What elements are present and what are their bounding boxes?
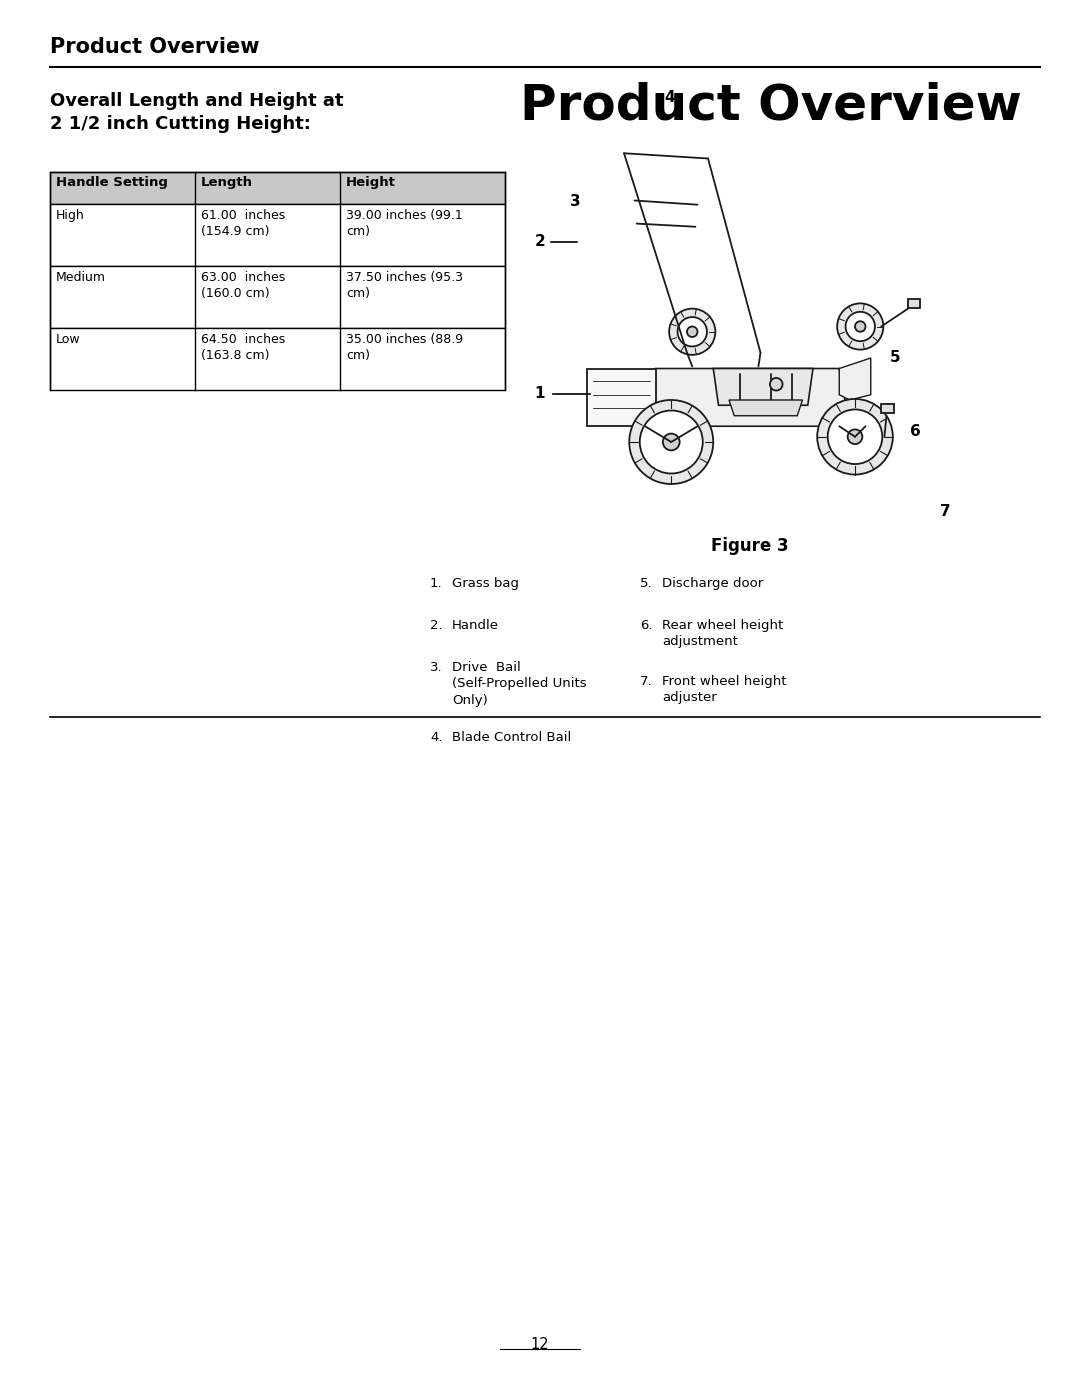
Text: Length: Length — [201, 176, 253, 189]
Circle shape — [639, 411, 703, 474]
Text: Drive  Bail
(Self-Propelled Units
Only): Drive Bail (Self-Propelled Units Only) — [453, 661, 586, 707]
Circle shape — [663, 433, 679, 450]
Text: 1.: 1. — [430, 577, 443, 590]
Bar — [50, 204, 505, 265]
Circle shape — [687, 327, 698, 337]
Text: Product Overview: Product Overview — [519, 82, 1022, 130]
Bar — [50, 328, 505, 390]
Polygon shape — [645, 369, 850, 426]
Text: 3.: 3. — [430, 661, 443, 673]
Text: Low: Low — [56, 332, 81, 346]
Circle shape — [846, 312, 875, 341]
Bar — [50, 172, 505, 204]
Polygon shape — [588, 369, 656, 426]
Text: 4.: 4. — [430, 731, 443, 745]
Text: 39.00 inches (99.1
cm): 39.00 inches (99.1 cm) — [346, 210, 462, 239]
Circle shape — [855, 321, 865, 331]
Text: 6.: 6. — [640, 619, 652, 631]
Text: Product Overview: Product Overview — [50, 36, 259, 57]
Polygon shape — [729, 400, 802, 416]
Circle shape — [630, 400, 713, 483]
Bar — [50, 265, 505, 328]
Text: 5: 5 — [890, 349, 901, 365]
Polygon shape — [713, 369, 813, 405]
Circle shape — [770, 379, 783, 391]
Text: Medium: Medium — [56, 271, 106, 284]
Circle shape — [670, 309, 715, 355]
Circle shape — [848, 429, 862, 444]
Text: 2.: 2. — [430, 619, 443, 631]
Text: 64.50  inches
(163.8 cm): 64.50 inches (163.8 cm) — [201, 332, 285, 362]
Circle shape — [818, 400, 893, 475]
Text: 6: 6 — [909, 425, 920, 440]
Text: 4: 4 — [664, 89, 675, 105]
Text: Grass bag: Grass bag — [453, 577, 519, 590]
Text: 1: 1 — [535, 387, 545, 401]
Circle shape — [677, 317, 707, 346]
Text: High: High — [56, 210, 84, 222]
Text: 5.: 5. — [640, 577, 652, 590]
Text: 2: 2 — [535, 235, 545, 250]
Circle shape — [837, 303, 883, 349]
Text: Discharge door: Discharge door — [662, 577, 764, 590]
Text: Front wheel height
adjuster: Front wheel height adjuster — [662, 675, 786, 704]
Text: Rear wheel height
adjustment: Rear wheel height adjustment — [662, 619, 783, 648]
Bar — [881, 404, 894, 412]
Polygon shape — [839, 358, 870, 400]
Bar — [907, 299, 920, 307]
Text: Figure 3: Figure 3 — [712, 536, 788, 555]
Text: 3: 3 — [569, 194, 580, 208]
Text: 35.00 inches (88.9
cm): 35.00 inches (88.9 cm) — [346, 332, 463, 362]
Circle shape — [827, 409, 882, 464]
Text: 7: 7 — [940, 504, 950, 520]
Text: Handle: Handle — [453, 619, 499, 631]
Text: Overall Length and Height at
2 1/2 inch Cutting Height:: Overall Length and Height at 2 1/2 inch … — [50, 92, 343, 133]
Text: 12: 12 — [530, 1337, 550, 1352]
Text: 61.00  inches
(154.9 cm): 61.00 inches (154.9 cm) — [201, 210, 285, 239]
Text: Height: Height — [346, 176, 396, 189]
Text: 7.: 7. — [640, 675, 652, 687]
Text: Handle Setting: Handle Setting — [56, 176, 167, 189]
Text: 63.00  inches
(160.0 cm): 63.00 inches (160.0 cm) — [201, 271, 285, 300]
Text: Blade Control Bail: Blade Control Bail — [453, 731, 571, 745]
Text: 37.50 inches (95.3
cm): 37.50 inches (95.3 cm) — [346, 271, 463, 300]
